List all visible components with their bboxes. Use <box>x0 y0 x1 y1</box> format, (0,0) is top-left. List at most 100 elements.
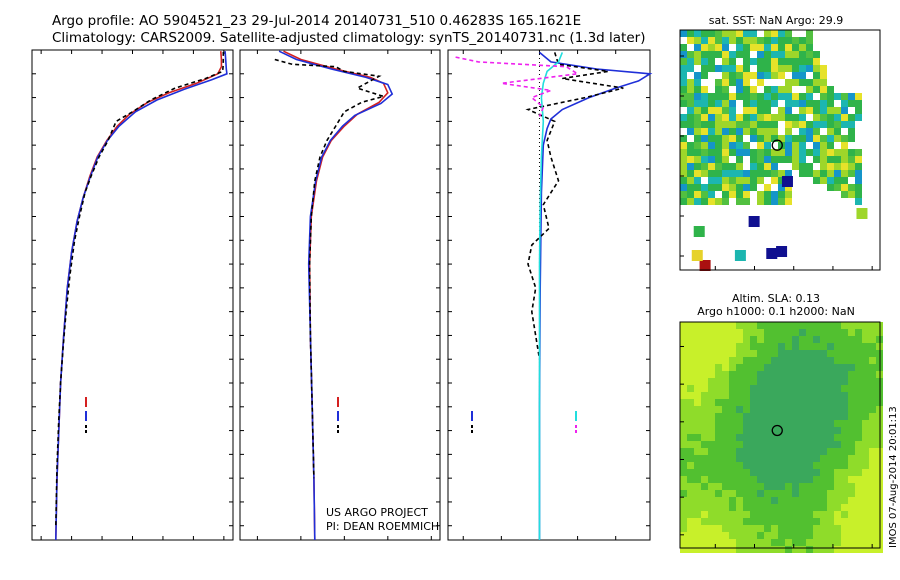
sst-map-cell <box>680 142 687 149</box>
sla-map-cell <box>869 392 876 399</box>
sla-map-cell <box>778 378 785 385</box>
sst-map-cell <box>764 93 771 100</box>
sla-map-cell <box>834 420 841 427</box>
sst-map-cell <box>708 198 715 205</box>
sst-map-cell <box>708 121 715 128</box>
sla-map-cell <box>785 469 792 476</box>
sla-map-cell <box>680 483 687 490</box>
sst-map-cell <box>778 44 785 51</box>
sla-map-title1: Altim. SLA: 0.13 <box>732 292 820 305</box>
sst-map-cell <box>680 177 687 184</box>
sst-map-cell <box>687 198 694 205</box>
sst-map-cell <box>736 142 743 149</box>
sst-map-cell <box>729 177 736 184</box>
sla-map-cell <box>736 413 743 420</box>
sla-map-cell <box>834 399 841 406</box>
sla-map-cell <box>680 539 687 546</box>
difference-frame <box>447 49 651 541</box>
sst-map-cell <box>722 58 729 65</box>
sst-map-panel: sat. SST: NaN Argo: 29.9 <box>679 14 881 271</box>
sla-map-cell <box>799 462 806 469</box>
sst-map-cell <box>757 135 764 142</box>
sst-map-cell <box>680 30 687 37</box>
sst-map-cell <box>715 163 722 170</box>
sla-map-cell <box>820 434 827 441</box>
sst-map-cell <box>834 107 841 114</box>
sla-map-cell <box>834 364 841 371</box>
sla-map-cell <box>827 385 834 392</box>
sla-map-cell <box>729 322 736 329</box>
sla-map-cell <box>736 462 743 469</box>
sla-map-cell <box>701 518 708 525</box>
sst-map-cell <box>778 51 785 58</box>
sla-map-cell <box>701 497 708 504</box>
sla-map-cell <box>708 371 715 378</box>
sla-map-cell <box>778 434 785 441</box>
sla-map-cell <box>729 504 736 511</box>
sst-map-cell <box>778 135 785 142</box>
sst-map-cell <box>722 142 729 149</box>
sst-map-cell <box>694 79 701 86</box>
sla-map-cell <box>841 518 848 525</box>
sla-map-cell <box>778 392 785 399</box>
sla-map-cell <box>827 399 834 406</box>
sst-map-cell <box>799 58 806 65</box>
sst-map-cell <box>750 58 757 65</box>
sla-map-cell <box>701 329 708 336</box>
sst-map-cell <box>722 121 729 128</box>
sst-map-cell <box>813 142 820 149</box>
sla-map-cell <box>869 504 876 511</box>
sla-map-cell <box>806 462 813 469</box>
sla-map-cell <box>680 420 687 427</box>
sla-map-cell <box>736 406 743 413</box>
sst-map-patch <box>856 208 868 219</box>
sla-map-cell <box>778 525 785 532</box>
sla-map-cell <box>841 413 848 420</box>
sla-map-cell <box>820 469 827 476</box>
sst-map-cell <box>743 86 750 93</box>
sla-map-cell <box>750 336 757 343</box>
sla-map-cell <box>792 518 799 525</box>
sst-map-cell <box>764 37 771 44</box>
sst-map-cell <box>848 128 855 135</box>
sst-map-cell <box>680 58 687 65</box>
sla-map-cell <box>869 483 876 490</box>
sst-map-cell <box>757 142 764 149</box>
sst-map-cell <box>722 100 729 107</box>
sst-map-cell <box>743 44 750 51</box>
sla-map-cell <box>862 497 869 504</box>
sla-map-cell <box>764 399 771 406</box>
sla-map-cell <box>834 483 841 490</box>
sst-map-cell <box>855 170 862 177</box>
sla-map-cell <box>827 455 834 462</box>
sla-map-cell <box>750 392 757 399</box>
sla-map-cell <box>771 420 778 427</box>
sla-map-cell <box>722 539 729 546</box>
sst-map-cell <box>785 156 792 163</box>
sla-map-cell <box>750 518 757 525</box>
sla-map-cell <box>736 378 743 385</box>
sla-map-cell <box>694 469 701 476</box>
sst-map-cell <box>680 170 687 177</box>
sst-map-cell <box>806 163 813 170</box>
sla-map-cell <box>687 350 694 357</box>
sla-map-cell <box>743 539 750 546</box>
sst-map-cell <box>687 142 694 149</box>
sla-map-cell <box>785 399 792 406</box>
sla-map-cell <box>680 476 687 483</box>
sla-map-cell <box>701 357 708 364</box>
sst-map-cell <box>729 163 736 170</box>
sla-map-cell <box>729 539 736 546</box>
sla-map-cell <box>757 322 764 329</box>
sla-map-cell <box>820 329 827 336</box>
sst-map-cell <box>806 51 813 58</box>
sla-map-cell <box>834 504 841 511</box>
difference-series-1 <box>525 52 624 360</box>
sst-map-cell <box>841 135 848 142</box>
sst-map-cell <box>771 93 778 100</box>
sst-map-cell <box>680 163 687 170</box>
sla-map-cell <box>694 539 701 546</box>
sst-map-cell <box>827 163 834 170</box>
sla-map-cell <box>750 525 757 532</box>
sla-map-cell <box>722 525 729 532</box>
